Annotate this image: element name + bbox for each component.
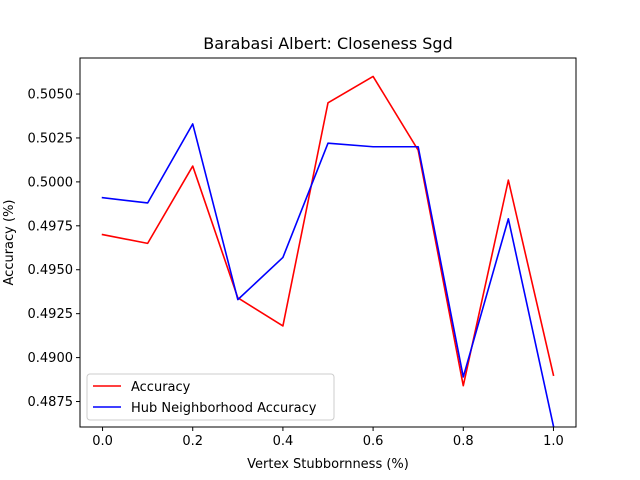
legend-box [86, 373, 335, 421]
series-layer [101, 75, 555, 428]
series-line-accuracy [101, 75, 555, 387]
x-tick-label: 0.8 [453, 434, 474, 449]
y-tick-label: 0.4900 [28, 351, 74, 366]
x-axis-title: Vertex Stubbornness (%) [247, 457, 409, 472]
x-tick-label: 0.0 [92, 434, 113, 449]
chart-title: Barabasi Albert: Closeness Sgd [203, 34, 453, 53]
y-tick-label: 0.4950 [28, 263, 74, 278]
series-line-hub-neighborhood-accuracy [101, 123, 555, 428]
legend: Accuracy Hub Neighborhood Accuracy [86, 373, 335, 421]
x-tick-label: 0.6 [363, 434, 384, 449]
y-tick-label: 0.4875 [28, 395, 74, 410]
y-tick-label: 0.5050 [28, 88, 74, 103]
y-tick-label: 0.5000 [28, 175, 74, 190]
x-tick-label: 1.0 [543, 434, 564, 449]
x-axis-ticks: 0.0 0.2 0.4 0.6 0.8 1.0 [92, 427, 564, 449]
plot-area [80, 58, 576, 427]
y-tick-label: 0.4925 [28, 307, 74, 322]
y-tick-label: 0.5025 [28, 131, 74, 146]
y-axis-title: Accuracy (%) [2, 200, 17, 286]
legend-label-accuracy: Accuracy [131, 380, 191, 395]
plot-background [80, 58, 576, 427]
y-axis-ticks: 0.4875 0.4900 0.4925 0.4950 0.4975 0.5000 0.50… [28, 88, 80, 410]
legend-label-hub-neighborhood-accuracy: Hub Neighborhood Accuracy [131, 401, 317, 416]
plot-frame [79, 57, 577, 428]
x-tick-label: 0.2 [182, 434, 203, 449]
x-tick-label: 0.4 [273, 434, 294, 449]
y-tick-label: 0.4975 [28, 219, 74, 234]
